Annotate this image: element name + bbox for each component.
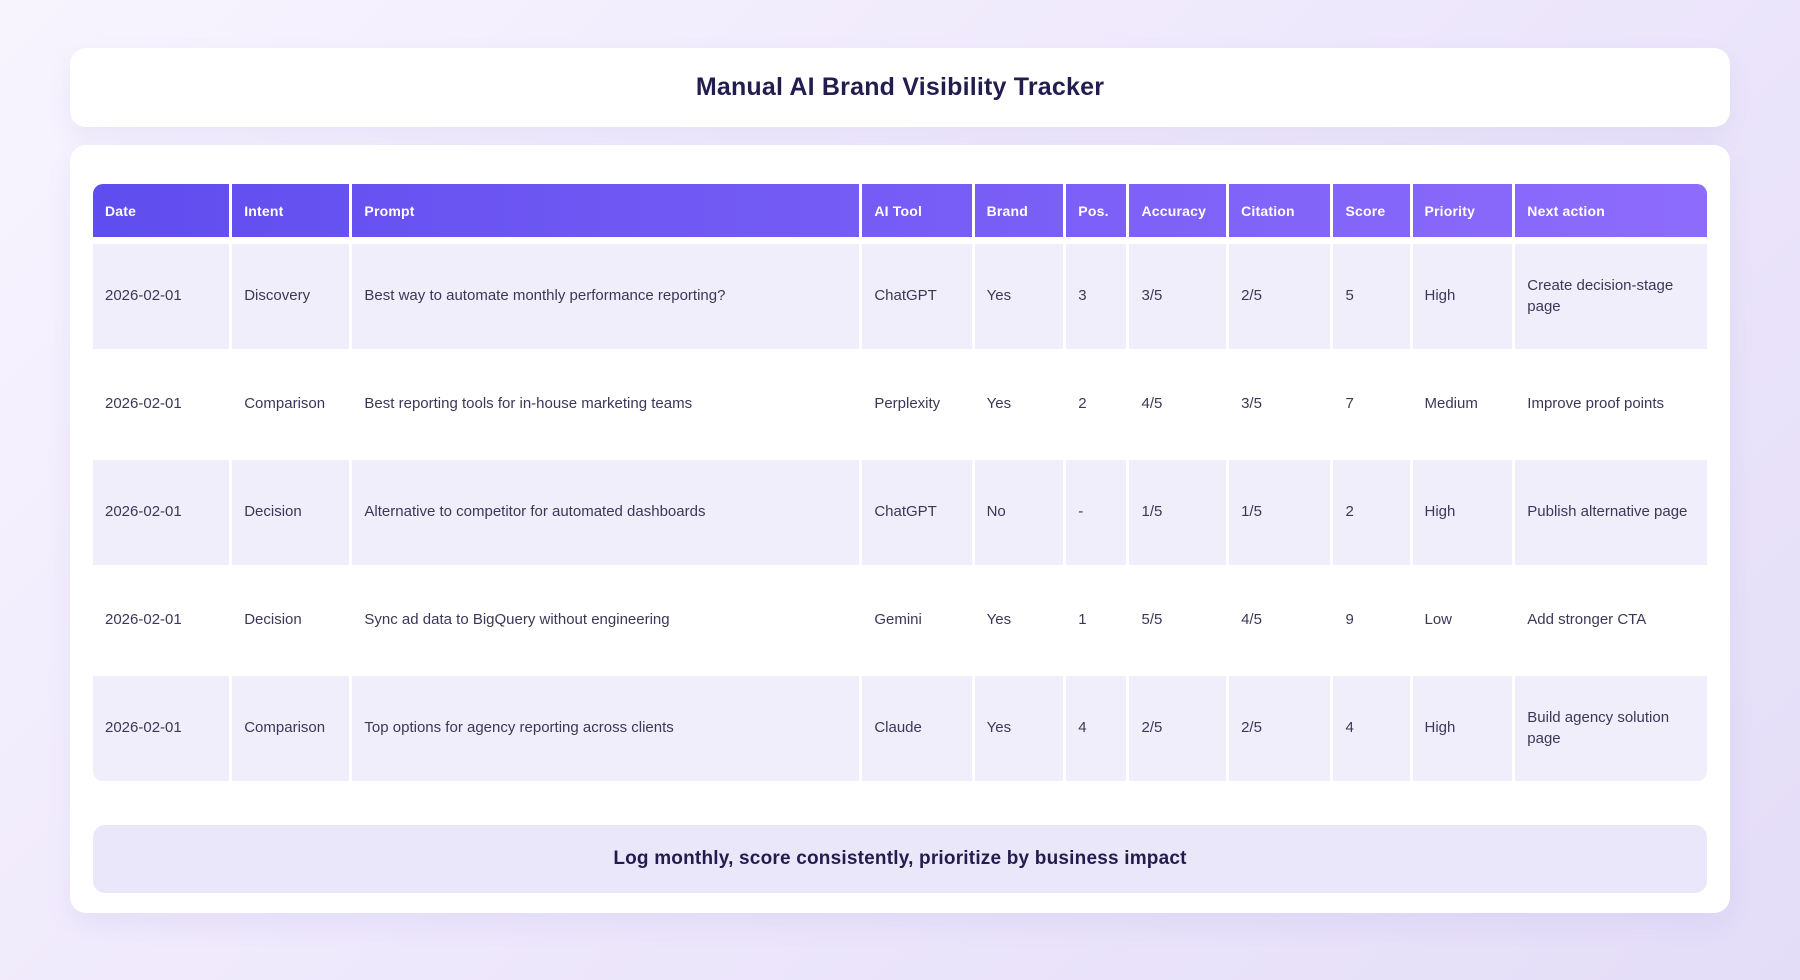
column-header-prompt: Prompt <box>352 184 860 241</box>
cell-priority: High <box>1412 460 1513 565</box>
cell-brand: Yes <box>986 395 1012 413</box>
title-card: Manual AI Brand Visibility Tracker <box>70 48 1730 127</box>
cell-pos: 3 <box>1066 244 1127 349</box>
cell-score: 5 <box>1333 244 1410 349</box>
cell-date: 2026-02-01 <box>93 676 230 781</box>
cell-next-action: Build agency solution page <box>1515 676 1707 781</box>
cell-accuracy: 3/5 <box>1129 244 1227 349</box>
cell-next-action: Add stronger CTA <box>1527 611 1647 629</box>
cell-ai-tool: ChatGPT <box>862 460 972 565</box>
column-header-citation: Citation <box>1229 184 1331 241</box>
cell-date: 2026-02-01 <box>105 611 182 629</box>
table-row: 2026-02-01 Comparison Top options for agen… <box>93 676 1707 781</box>
column-header-brand: Brand <box>974 184 1064 241</box>
footer-note-bar: Log monthly, score consistently, priorit… <box>93 825 1707 893</box>
cell-ai-tool: Gemini <box>874 611 922 629</box>
cell-brand: Yes <box>974 676 1064 781</box>
cell-score: 2 <box>1333 460 1410 565</box>
table-header-row: Date Intent Prompt AI Tool Brand Pos. Accuracy… <box>93 184 1707 241</box>
tracker-table: Date Intent Prompt AI Tool Brand Pos. Accuracy… <box>90 181 1710 784</box>
cell-score: 7 <box>1345 395 1354 413</box>
cell-brand: Yes <box>974 244 1064 349</box>
cell-score: 4 <box>1333 676 1410 781</box>
column-header-score: Score <box>1333 184 1410 241</box>
tracker-card: Date Intent Prompt AI Tool Brand Pos. Accuracy… <box>70 145 1730 913</box>
cell-prompt: Top options for agency reporting across … <box>352 676 860 781</box>
cell-priority: Medium <box>1424 395 1478 413</box>
cell-pos: 4 <box>1066 676 1127 781</box>
cell-accuracy: 5/5 <box>1141 611 1163 629</box>
cell-brand: Yes <box>986 611 1012 629</box>
cell-pos: 1 <box>1078 611 1087 629</box>
cell-intent: Decision <box>244 611 302 629</box>
table-head: Date Intent Prompt AI Tool Brand Pos. Accuracy… <box>93 184 1707 241</box>
table-row: 2026-02-01 Comparison Best reporting tools… <box>93 352 1707 457</box>
cell-citation: 3/5 <box>1241 395 1262 413</box>
cell-date: 2026-02-01 <box>93 460 230 565</box>
cell-intent: Comparison <box>232 676 350 781</box>
table-row: 2026-02-01 Discovery Best way to automate … <box>93 244 1707 349</box>
column-header-pos: Pos. <box>1066 184 1127 241</box>
footer-note-text: Log monthly, score consistently, priorit… <box>613 848 1187 869</box>
cell-priority: High <box>1412 676 1513 781</box>
column-header-intent: Intent <box>232 184 350 241</box>
table-body: 2026-02-01 Discovery Best way to automate … <box>93 244 1707 781</box>
column-header-priority: Priority <box>1412 184 1513 241</box>
cell-prompt: Best reporting tools for in-house market… <box>364 395 693 413</box>
cell-ai-tool: Perplexity <box>874 395 941 413</box>
column-header-next-action: Next action <box>1515 184 1707 241</box>
cell-date: 2026-02-01 <box>105 395 182 413</box>
table-row: 2026-02-01 Decision Sync ad data to BigQue… <box>93 568 1707 673</box>
cell-citation: 4/5 <box>1241 611 1262 629</box>
column-header-accuracy: Accuracy <box>1129 184 1227 241</box>
cell-brand: No <box>974 460 1064 565</box>
table-row: 2026-02-01 Decision Alternative to competi… <box>93 460 1707 565</box>
cell-ai-tool: ChatGPT <box>862 244 972 349</box>
cell-next-action: Publish alternative page <box>1515 460 1707 565</box>
cell-pos: 2 <box>1078 395 1087 413</box>
cell-priority: Low <box>1424 611 1453 629</box>
cell-citation: 1/5 <box>1229 460 1331 565</box>
cell-pos: - <box>1066 460 1127 565</box>
column-header-ai-tool: AI Tool <box>862 184 972 241</box>
cell-priority: High <box>1412 244 1513 349</box>
cell-accuracy: 4/5 <box>1141 395 1163 413</box>
page-title: Manual AI Brand Visibility Tracker <box>695 73 1105 101</box>
cell-citation: 2/5 <box>1229 244 1331 349</box>
cell-next-action: Improve proof points <box>1527 395 1665 413</box>
cell-prompt: Best way to automate monthly performance… <box>352 244 860 349</box>
column-header-date: Date <box>93 184 230 241</box>
cell-accuracy: 2/5 <box>1129 676 1227 781</box>
cell-score: 9 <box>1345 611 1354 629</box>
cell-prompt: Sync ad data to BigQuery without enginee… <box>364 611 670 629</box>
cell-date: 2026-02-01 <box>93 244 230 349</box>
cell-prompt: Alternative to competitor for automated … <box>352 460 860 565</box>
cell-intent: Decision <box>232 460 350 565</box>
cell-intent: Comparison <box>244 395 326 413</box>
cell-next-action: Create decision-stage page <box>1515 244 1707 349</box>
cell-citation: 2/5 <box>1229 676 1331 781</box>
cell-ai-tool: Claude <box>862 676 972 781</box>
cell-intent: Discovery <box>232 244 350 349</box>
cell-accuracy: 1/5 <box>1129 460 1227 565</box>
